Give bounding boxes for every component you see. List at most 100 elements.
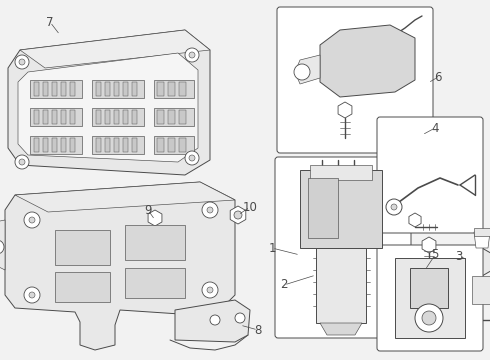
Bar xyxy=(168,110,175,124)
Bar xyxy=(61,110,66,124)
Polygon shape xyxy=(422,237,436,253)
Circle shape xyxy=(189,52,195,58)
Bar xyxy=(43,138,48,152)
FancyBboxPatch shape xyxy=(377,245,483,351)
Bar xyxy=(70,138,75,152)
Bar xyxy=(179,82,186,96)
Bar xyxy=(157,110,164,124)
Circle shape xyxy=(19,59,25,65)
Polygon shape xyxy=(320,323,362,335)
Circle shape xyxy=(29,217,35,223)
Bar xyxy=(168,82,175,96)
Circle shape xyxy=(294,64,310,80)
Circle shape xyxy=(24,287,40,303)
Bar xyxy=(52,82,57,96)
Text: 9: 9 xyxy=(144,203,152,216)
Bar xyxy=(92,108,144,126)
Text: 5: 5 xyxy=(431,248,439,261)
FancyBboxPatch shape xyxy=(275,157,411,338)
Polygon shape xyxy=(470,248,490,276)
Bar xyxy=(30,108,82,126)
Circle shape xyxy=(185,151,199,165)
Polygon shape xyxy=(8,30,210,175)
Bar xyxy=(105,138,110,152)
Bar xyxy=(55,272,110,302)
Circle shape xyxy=(19,159,25,165)
Polygon shape xyxy=(20,30,210,68)
Bar xyxy=(55,230,110,265)
Bar xyxy=(395,258,465,338)
Polygon shape xyxy=(18,53,198,162)
Bar xyxy=(472,276,490,304)
Circle shape xyxy=(207,207,213,213)
Text: 10: 10 xyxy=(243,201,257,213)
Bar xyxy=(168,138,175,152)
Polygon shape xyxy=(230,206,246,224)
Polygon shape xyxy=(409,213,421,227)
Bar xyxy=(132,110,137,124)
Polygon shape xyxy=(148,210,162,226)
Text: 2: 2 xyxy=(280,279,288,292)
Text: 4: 4 xyxy=(431,122,439,135)
Circle shape xyxy=(210,315,220,325)
Circle shape xyxy=(0,240,4,254)
Bar xyxy=(96,110,101,124)
Polygon shape xyxy=(0,220,5,270)
Bar xyxy=(114,110,119,124)
Bar xyxy=(114,82,119,96)
Circle shape xyxy=(202,202,218,218)
Bar xyxy=(123,82,128,96)
Circle shape xyxy=(207,287,213,293)
Bar xyxy=(96,138,101,152)
Circle shape xyxy=(189,155,195,161)
Bar xyxy=(179,138,186,152)
Bar xyxy=(132,82,137,96)
Bar xyxy=(52,110,57,124)
Bar xyxy=(30,80,82,98)
Circle shape xyxy=(185,48,199,62)
Bar xyxy=(157,82,164,96)
Bar xyxy=(157,138,164,152)
Polygon shape xyxy=(338,102,352,118)
Bar xyxy=(105,110,110,124)
Bar xyxy=(114,138,119,152)
Circle shape xyxy=(15,55,29,69)
Bar xyxy=(154,136,194,154)
Circle shape xyxy=(391,204,397,210)
Polygon shape xyxy=(295,55,320,84)
Circle shape xyxy=(234,211,242,219)
Bar xyxy=(308,178,338,238)
Bar xyxy=(123,138,128,152)
Bar xyxy=(179,110,186,124)
Text: 7: 7 xyxy=(46,15,54,28)
FancyBboxPatch shape xyxy=(377,117,483,233)
Bar xyxy=(70,82,75,96)
Text: 1: 1 xyxy=(268,242,276,255)
Polygon shape xyxy=(15,182,235,212)
Bar xyxy=(132,138,137,152)
Bar xyxy=(43,110,48,124)
Text: 8: 8 xyxy=(254,324,262,337)
Bar xyxy=(34,110,39,124)
Bar xyxy=(154,108,194,126)
Polygon shape xyxy=(5,182,235,350)
Bar xyxy=(34,138,39,152)
FancyBboxPatch shape xyxy=(277,7,433,153)
Circle shape xyxy=(202,282,218,298)
Bar xyxy=(316,248,366,323)
Bar xyxy=(30,136,82,154)
Bar xyxy=(34,82,39,96)
Circle shape xyxy=(422,311,436,325)
Bar xyxy=(154,80,194,98)
Circle shape xyxy=(235,313,245,323)
Circle shape xyxy=(415,304,443,332)
Text: 6: 6 xyxy=(434,71,442,84)
Bar xyxy=(61,82,66,96)
Polygon shape xyxy=(320,25,415,97)
Bar xyxy=(70,110,75,124)
Bar xyxy=(474,228,490,236)
Bar xyxy=(52,138,57,152)
Bar xyxy=(61,138,66,152)
Bar xyxy=(43,82,48,96)
Circle shape xyxy=(29,292,35,298)
